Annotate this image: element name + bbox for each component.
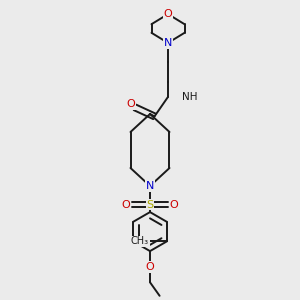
Text: NH: NH	[182, 92, 197, 102]
Text: CH₃: CH₃	[131, 236, 149, 246]
Text: O: O	[169, 200, 178, 210]
Text: O: O	[146, 262, 154, 272]
Text: O: O	[164, 9, 172, 19]
Text: O: O	[126, 99, 135, 110]
Text: O: O	[122, 200, 130, 210]
Text: N: N	[164, 38, 172, 48]
Text: S: S	[146, 200, 154, 210]
Text: N: N	[146, 181, 154, 191]
